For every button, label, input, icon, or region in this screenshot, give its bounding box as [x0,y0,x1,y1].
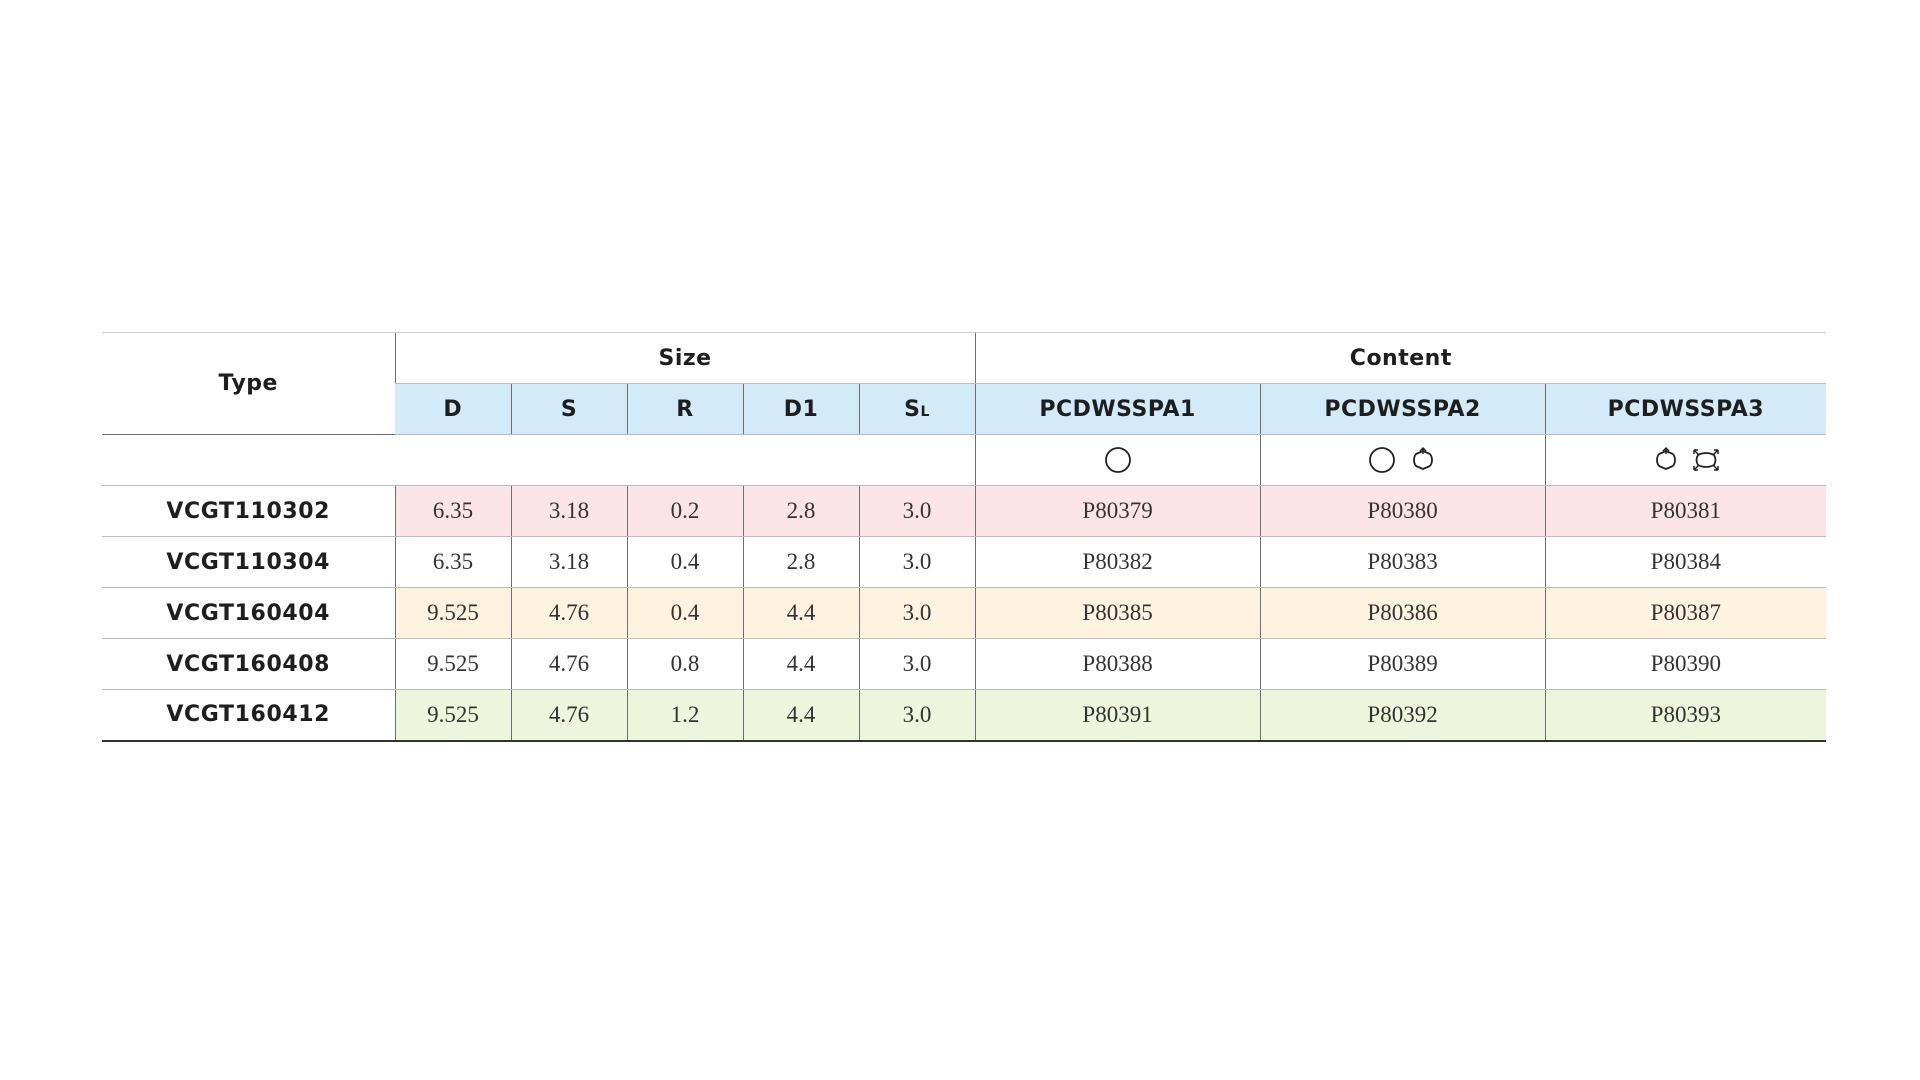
r-cell: 0.4 [626,587,743,639]
type-cell: VCGT160408 [102,638,395,690]
table-row: VCGT160408 9.525 4.76 0.8 4.4 3.0 P80388… [102,638,1827,690]
s-cell: 3.18 [510,485,627,537]
column-header-s: S [510,383,627,435]
r-cell: 0.4 [626,536,743,588]
pcdwsspa2-cell: P80380 [1259,485,1546,537]
pcdwsspa3-cell: P80390 [1544,638,1827,690]
d-cell: 9.525 [394,587,511,639]
column-header-sl: SL [858,383,976,435]
icon-cell-pcdwsspa3 [1544,434,1827,486]
table-row: VCGT110304 6.35 3.18 0.4 2.8 3.0 P80382 … [102,536,1827,588]
insert-spec-table: Type Size Content D S R D1 SL PCDWSSPA1 … [102,332,1827,742]
icon-row [102,434,1827,486]
type-cell: VCGT160412 [102,689,395,742]
d1-cell: 4.4 [742,587,859,639]
table-row: VCGT160412 9.525 4.76 1.2 4.4 3.0 P80391… [102,689,1827,742]
table-row: VCGT160404 9.525 4.76 0.4 4.4 3.0 P80385… [102,587,1827,639]
sl-cell: 3.0 [858,485,976,537]
content-header: Content [974,332,1827,384]
s-cell: 3.18 [510,536,627,588]
s-cell: 4.76 [510,587,627,639]
circle-icon [1104,447,1131,473]
sl-cell: 3.0 [858,638,976,690]
table-row: VCGT110302 6.35 3.18 0.2 2.8 3.0 P80379 … [102,485,1827,537]
r-cell: 1.2 [626,689,743,742]
d1-cell: 2.8 [742,536,859,588]
pcdwsspa1-cell: P80385 [974,587,1261,639]
size-header: Size [394,332,976,384]
sl-cell: 3.0 [858,689,976,742]
d1-cell: 4.4 [742,638,859,690]
pcdwsspa2-cell: P80386 [1259,587,1546,639]
d-cell: 9.525 [394,638,511,690]
pcdwsspa1-cell: P80382 [974,536,1261,588]
icon-row-spacer [102,434,976,486]
rotate-arrows-icon [1412,447,1433,470]
pcdwsspa1-cell: P80391 [974,689,1261,742]
s-cell: 4.76 [510,689,627,742]
r-cell: 0.8 [626,638,743,690]
icon-cell-pcdwsspa2 [1259,434,1546,486]
column-header-d: D [395,383,511,435]
pcdwsspa3-cell: P80384 [1544,536,1827,588]
column-header-r: R [626,383,743,435]
sl-cell: 3.0 [858,536,976,588]
expand-arrows-icon [1693,449,1719,471]
column-header-pcdwsspa3: PCDWSSPA3 [1544,383,1827,435]
s-cell: 4.76 [510,638,627,690]
type-cell: VCGT110304 [102,536,395,588]
pcdwsspa2-cell: P80389 [1259,638,1546,690]
pcdwsspa3-cell: P80387 [1544,587,1827,639]
column-header-d1: D1 [742,383,859,435]
rotate-arrows-icon [1655,447,1676,470]
type-header: Type [102,332,395,435]
pcdwsspa1-cell: P80388 [974,638,1261,690]
column-header-pcdwsspa1: PCDWSSPA1 [974,383,1261,435]
pcdwsspa2-cell: P80392 [1259,689,1546,742]
icon-cell-pcdwsspa1 [974,434,1261,486]
d-cell: 9.525 [394,689,511,742]
pcdwsspa3-cell: P80381 [1544,485,1827,537]
column-header-pcdwsspa2: PCDWSSPA2 [1259,383,1546,435]
pcdwsspa1-cell: P80379 [974,485,1261,537]
r-cell: 0.2 [626,485,743,537]
sl-cell: 3.0 [858,587,976,639]
type-cell: VCGT160404 [102,587,395,639]
pcdwsspa3-cell: P80393 [1544,689,1827,742]
pcdwsspa2-cell: P80383 [1259,536,1546,588]
d-cell: 6.35 [394,485,511,537]
d-cell: 6.35 [394,536,511,588]
d1-cell: 4.4 [742,689,859,742]
type-cell: VCGT110302 [102,485,395,537]
circle-icon [1369,447,1396,473]
d1-cell: 2.8 [742,485,859,537]
